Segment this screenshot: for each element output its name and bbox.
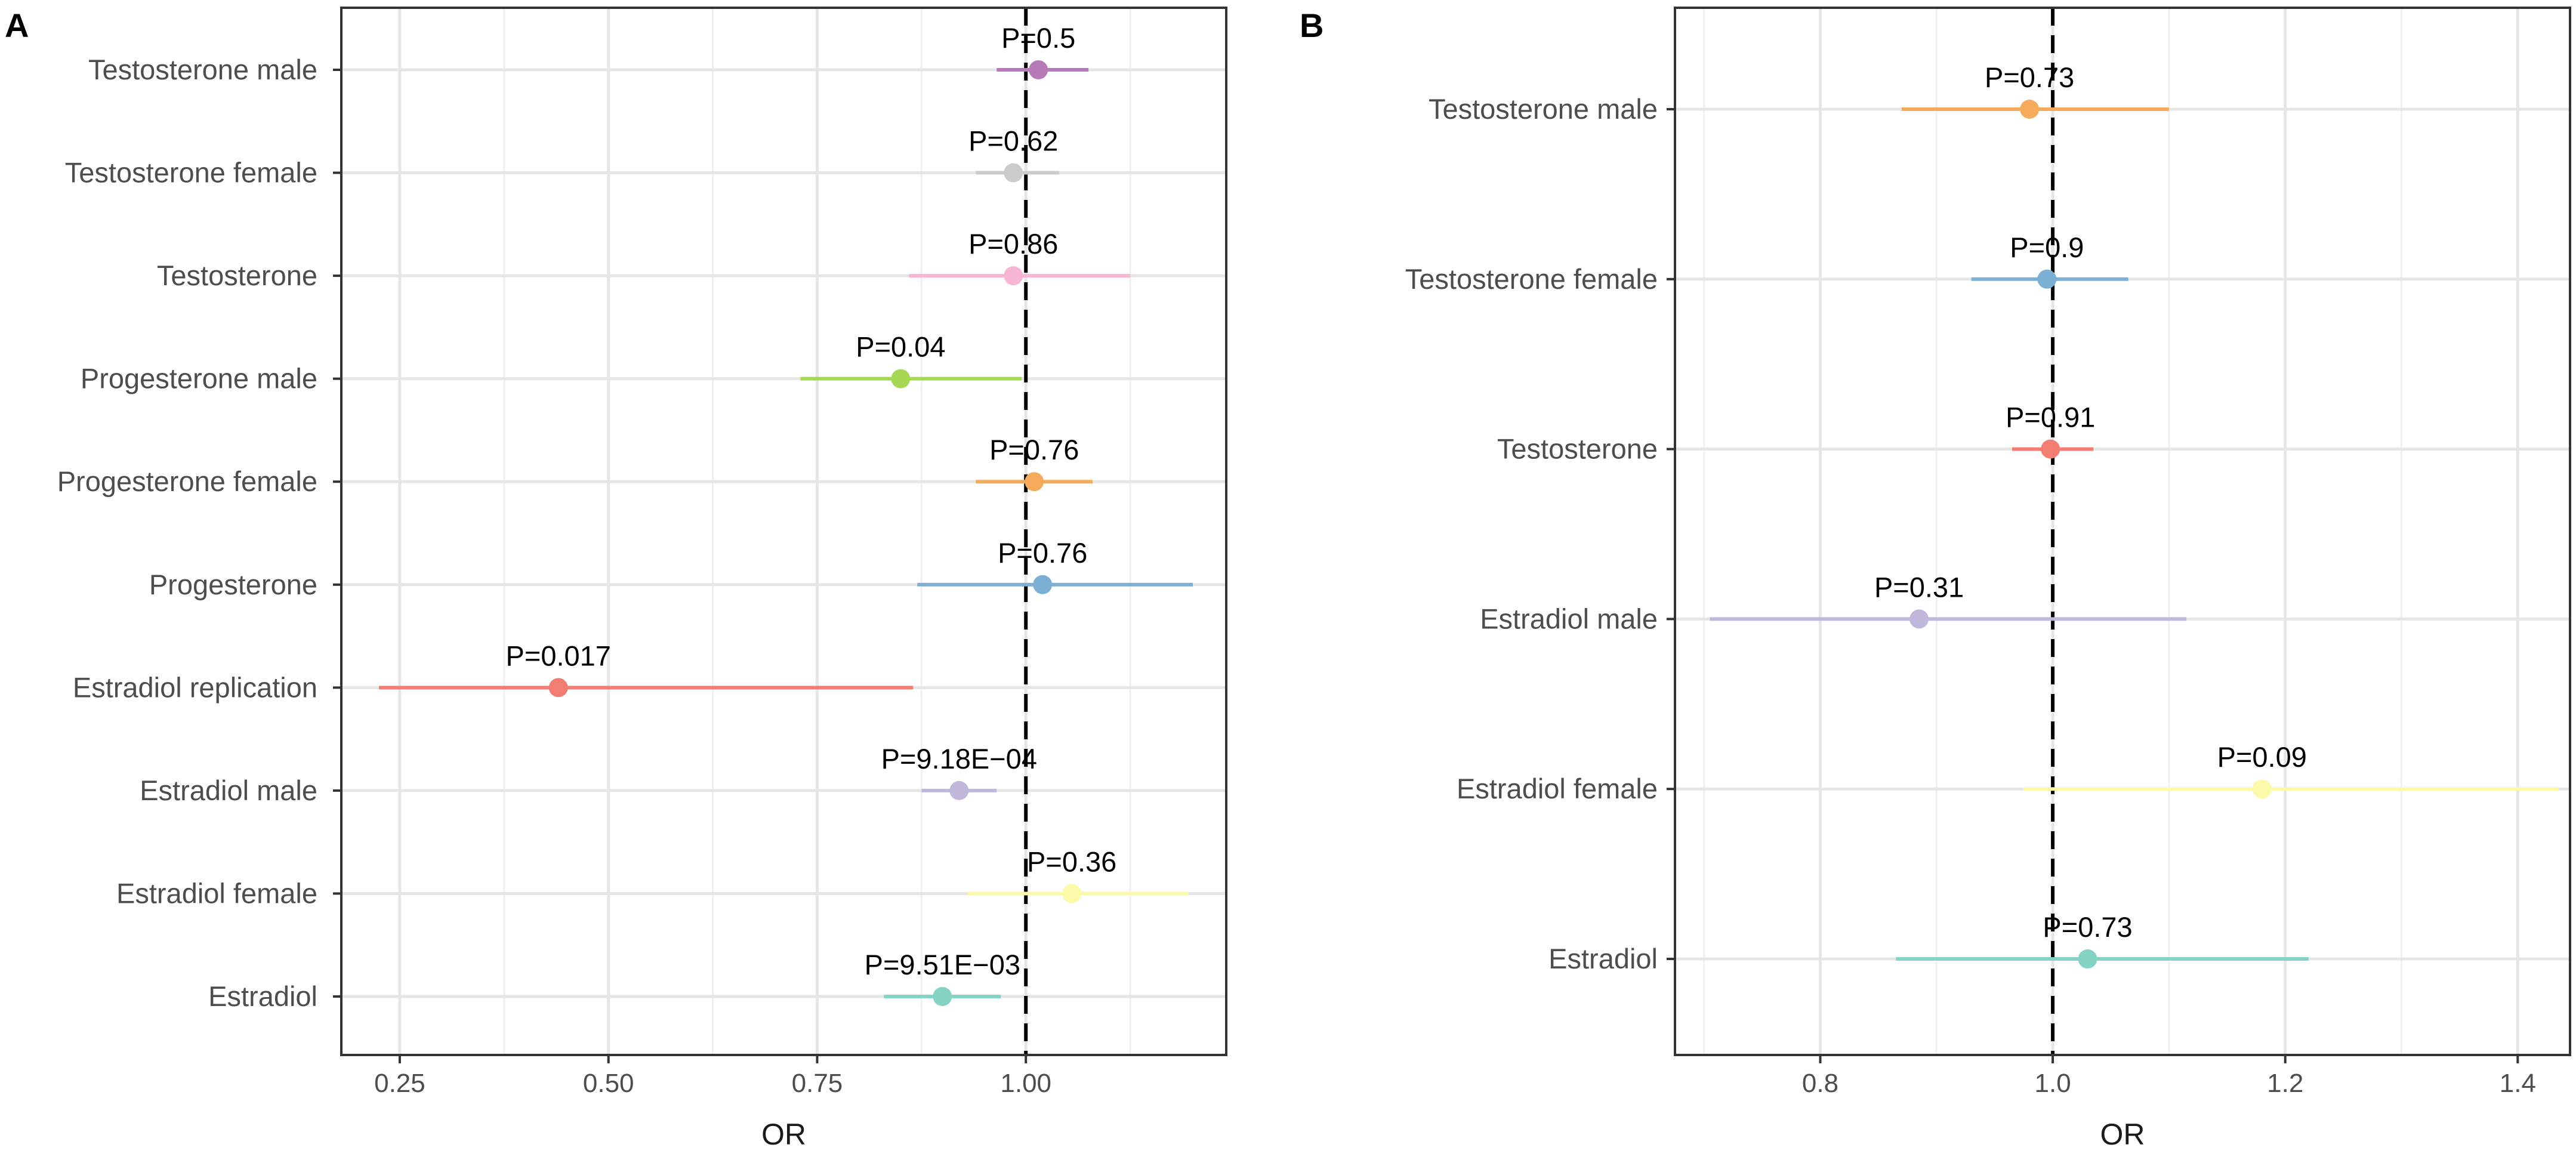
category-label: Estradiol [1548,943,1658,974]
point-estimate [1004,266,1023,286]
category-label: Progesterone [149,569,317,600]
panel-a: P=0.5 Testosterone male P=0.62 Testosterone… [5,7,1227,1151]
p-value-label: P=0.09 [2217,741,2307,773]
point-estimate [933,987,952,1006]
panel-border [340,7,1227,1056]
p-value-label: P=0.86 [968,228,1058,260]
category-label: Estradiol male [1480,603,1658,634]
x-axis-title: OR [761,1118,806,1151]
category-label: Estradiol [208,980,317,1012]
category-label: Estradiol female [116,877,317,909]
forest-row: P=0.5 Testosterone male [88,22,1089,85]
p-value-label: P=0.9 [2010,232,2084,263]
p-value-label: P=0.91 [2006,402,2095,433]
forest-row: P=0.73 Estradiol [1548,911,2309,974]
forest-row: P=0.76 Progesterone female [57,434,1093,497]
x-tick-label: 0.25 [374,1069,425,1098]
point-estimate [1033,575,1053,594]
forest-row: P=0.9 Testosterone female [1405,232,2128,295]
panel-letter: A [5,7,29,44]
point-estimate [548,678,568,698]
category-label: Estradiol male [140,775,317,806]
forest-row: P=9.51E−03 Estradiol [208,949,1020,1012]
point-estimate [1062,884,1082,903]
p-value-label: P=0.017 [506,640,611,671]
point-estimate [891,369,911,388]
point-estimate [2252,779,2272,799]
p-value-label: P=0.31 [1874,571,1964,603]
forest-row: P=0.31 Estradiol male [1480,571,2187,634]
x-tick-label: 1.2 [2267,1069,2303,1098]
category-label: Testosterone female [65,157,317,189]
x-tick-label: 1.00 [1000,1069,1051,1098]
forest-row: P=0.86 Testosterone [157,228,1131,291]
p-value-label: P=0.76 [989,434,1079,465]
panel-b: P=0.73 Testosterone male P=0.9 Testosterone… [1300,7,2571,1151]
point-estimate [1909,609,1929,629]
category-label: Testosterone female [1405,263,1658,295]
p-value-label: P=0.5 [1001,22,1075,54]
forest-row: P=9.18E−04 Estradiol male [140,743,1037,806]
forest-row: P=0.09 Estradiol female [1457,741,2559,804]
category-label: Estradiol replication [73,671,317,703]
point-estimate [949,780,969,800]
forest-row: P=0.017 Estradiol replication [73,640,914,703]
point-estimate [1004,163,1023,183]
forest-row: P=0.76 Progesterone [149,537,1193,600]
panel-border [1674,7,2571,1056]
forest-row: P=0.62 Testosterone female [65,125,1060,189]
point-estimate [2020,100,2040,119]
panel-letter: B [1300,7,1324,44]
forest-row: P=0.91 Testosterone [1497,402,2095,465]
p-value-label: P=0.73 [1985,61,2074,93]
x-axis-title: OR [2100,1118,2145,1151]
point-estimate [1029,60,1048,79]
p-value-label: P=0.73 [2043,911,2132,943]
x-tick-label: 0.50 [583,1069,634,1098]
category-label: Estradiol female [1457,773,1658,804]
forest-row: P=0.04 Progesterone male [81,331,1022,394]
category-label: Testosterone [1497,433,1658,465]
category-label: Testosterone male [88,54,317,85]
grid [341,8,1226,1055]
p-value-label: P=0.36 [1027,846,1116,877]
category-label: Progesterone male [81,363,317,394]
point-estimate [2041,439,2060,459]
x-tick-label: 0.75 [792,1069,843,1098]
forest-row: P=0.73 Testosterone male [1429,61,2169,125]
category-label: Progesterone female [57,465,317,497]
x-tick-label: 0.8 [1802,1069,1838,1098]
point-estimate [2037,269,2057,289]
p-value-label: P=0.76 [998,537,1087,569]
point-estimate [1025,472,1044,492]
category-label: Testosterone [157,260,317,291]
x-tick-label: 1.4 [2500,1069,2536,1098]
p-value-label: P=9.51E−03 [865,949,1020,980]
forest-row: P=0.36 Estradiol female [116,846,1189,909]
p-value-label: P=0.04 [856,331,945,363]
grid [1675,8,2570,1055]
category-label: Testosterone male [1429,93,1658,125]
p-value-label: P=9.18E−04 [881,743,1037,775]
x-tick-label: 1.0 [2035,1069,2071,1098]
point-estimate [2078,949,2097,968]
p-value-label: P=0.62 [968,125,1058,157]
